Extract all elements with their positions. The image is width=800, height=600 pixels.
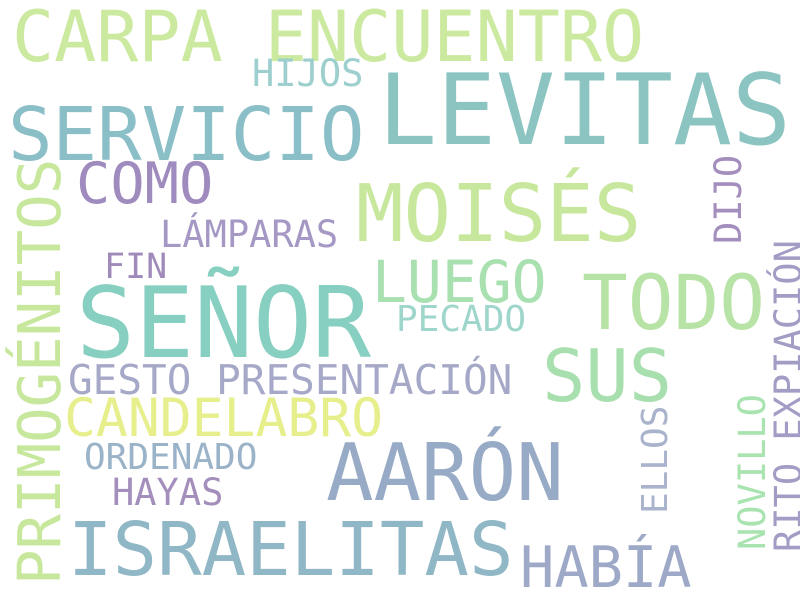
word-primogenitos: PRIMOGÉNITOS [5,158,74,585]
word-moises: MOISÉS [356,168,642,260]
word-levitas: LEVITAS [378,54,792,168]
word-candelabro: CANDELABRO [64,388,384,449]
word-todo: TODO [582,258,766,347]
word-lamparas: LÁMPARAS [160,213,339,256]
word-como: COMO [76,151,214,217]
word-hayas: HAYAS [112,471,224,514]
word-dijo: DIJO [707,154,750,244]
word-ellos: ELLOS [635,405,676,514]
word-carpa-encuentro: CARPA ENCUENTRO [12,0,645,78]
word-sus: SUS [542,334,673,418]
word-servicio: SERVICIO [8,92,365,178]
word-israelitas: ISRAELITAS [68,507,514,593]
word-fin: FIN [104,247,168,287]
word-habia: HABÍA [520,535,692,600]
word-aaron: AARÓN [326,427,564,519]
word-rito-expiacion: RITO EXPIACIÓN [767,240,800,552]
word-luego: LUEGO [372,248,547,316]
word-pecado: PECADO [396,299,527,340]
word-senor: SEÑOR [76,267,372,381]
word-ordenado: ORDENADO [84,437,258,478]
word-novillo: NOVILLO [731,394,774,550]
word-hijos: HIJOS [252,52,364,95]
word-gesto-presentacion: GESTO PRESENTACIÓN [68,356,513,404]
